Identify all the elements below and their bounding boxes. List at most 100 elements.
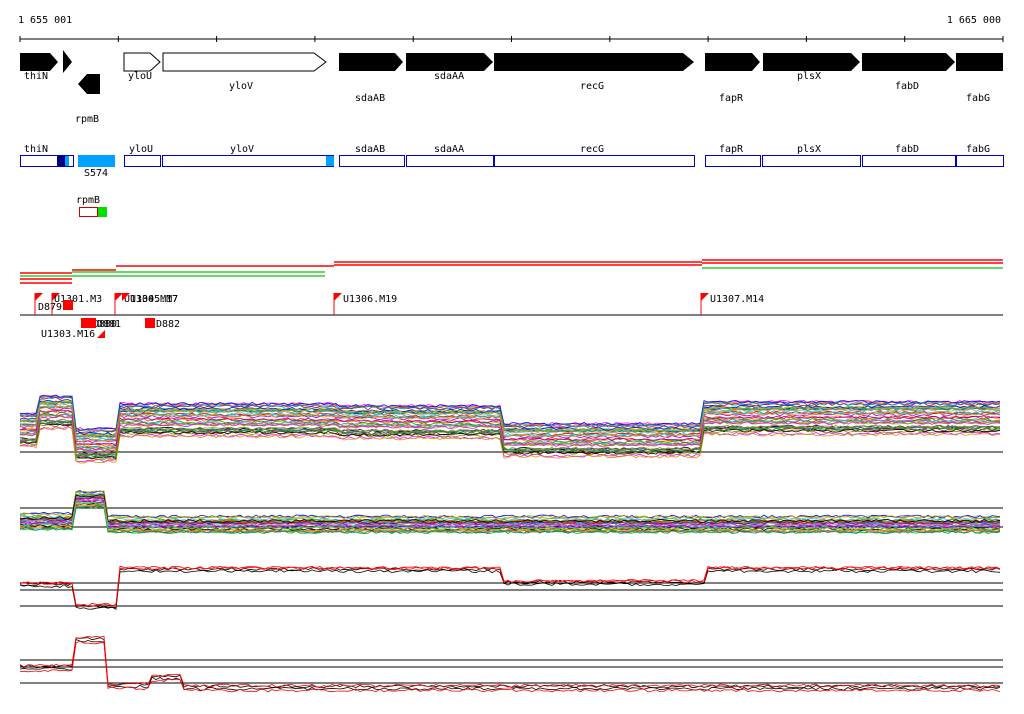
svg-text:U1303.M16: U1303.M16 <box>41 329 95 340</box>
expression-profile-line <box>19 504 1001 534</box>
gene-label-fabg: fabG <box>966 93 990 104</box>
gene-box-fabg[interactable] <box>956 155 1004 167</box>
svg-text:U1304.M17: U1304.M17 <box>124 294 178 305</box>
gene-label-fabd: fabD <box>895 81 919 92</box>
marker-u1303-m16[interactable]: U1303.M16 <box>41 329 105 340</box>
gene-arrow-small[interactable] <box>63 50 72 73</box>
gene-box-plsx[interactable] <box>762 155 861 167</box>
gene-box-sdaaa[interactable] <box>406 155 494 167</box>
marker-u1307-m14[interactable]: U1307.M14 <box>700 293 764 315</box>
box-label-fabg: fabG <box>966 144 990 155</box>
expression-profile-line <box>19 401 1001 438</box>
svg-text:D881: D881 <box>97 319 121 330</box>
expression-profile-line <box>19 494 1001 523</box>
marker-d880[interactable]: D880 <box>81 318 117 330</box>
svg-text:U1301.M3: U1301.M3 <box>54 294 102 305</box>
expression-profile-line <box>19 418 1001 456</box>
expression-track-3 <box>19 565 1003 610</box>
gene-label-plsx: plsX <box>797 71 821 82</box>
gene-box-fapr[interactable] <box>705 155 761 167</box>
expression-summary-line <box>19 640 1001 693</box>
expression-profile-line <box>19 496 1001 526</box>
box-label-thin: thiN <box>24 144 48 155</box>
gene-box-ylou[interactable] <box>124 155 161 167</box>
rpmb-feature-box[interactable] <box>79 207 98 217</box>
gene-arrow-ylou[interactable] <box>123 52 161 72</box>
expression-profile-line <box>19 394 1001 431</box>
expression-profile-line <box>19 399 1001 436</box>
gene-arrow-fabg[interactable] <box>956 53 1003 71</box>
gene-label-ylou: yloU <box>128 71 152 82</box>
gene-arrow-rpmb[interactable] <box>78 74 100 94</box>
box-label-sdaab: sdaAB <box>355 144 385 155</box>
box-label-plsx: plsX <box>797 144 821 155</box>
svg-text:D879: D879 <box>38 302 62 313</box>
marker-u1301-m3[interactable]: U1301.M3 <box>51 293 102 315</box>
gene-arrow-sdaab[interactable] <box>339 53 403 71</box>
transcript-lines <box>20 259 1003 284</box>
expression-summary-line <box>19 566 1001 608</box>
expression-profile-line <box>20 498 1001 528</box>
marker-u1305-m7[interactable]: U1305.M7 <box>122 293 178 305</box>
gene-arrow-recg[interactable] <box>494 53 694 71</box>
gene-label-thin: thiN <box>24 71 48 82</box>
expression-profile-line <box>19 413 1000 450</box>
marker-d879[interactable]: D879 <box>34 293 62 315</box>
gene-box-sdaab[interactable] <box>339 155 405 167</box>
gene-arrow-plsx[interactable] <box>763 53 860 71</box>
expression-profile-line <box>19 421 1001 458</box>
box-label-ylov: yloV <box>230 144 254 155</box>
gene-box-ylov-end <box>326 156 334 166</box>
gene-arrow-ylov[interactable] <box>162 52 327 72</box>
start-coordinate: 1 655 001 <box>18 15 72 26</box>
expression-profile-line <box>19 492 1001 522</box>
box-label-fabd: fabD <box>895 144 919 155</box>
gene-box-thin[interactable] <box>20 155 74 167</box>
expression-profile-line <box>19 498 1001 527</box>
expression-summary-line <box>19 567 1001 609</box>
box-label-sdaaa: sdaAA <box>434 144 464 155</box>
svg-text:D882: D882 <box>156 319 180 330</box>
rpmb-feature-track: rpmB <box>76 195 107 217</box>
rpmb-feature-label: rpmB <box>76 195 100 206</box>
svg-text:U1305.M7: U1305.M7 <box>130 294 178 305</box>
expression-profile-line <box>19 495 1001 524</box>
marker-u1306-m19[interactable]: U1306.M19 <box>333 293 397 315</box>
expression-profile-line <box>19 490 1001 520</box>
expression-profile-line <box>19 490 1001 519</box>
gene-arrow-fabd[interactable] <box>862 53 955 71</box>
gene-box-thin-mark-light <box>65 156 69 166</box>
gene-arrow-fapr[interactable] <box>705 53 760 71</box>
gene-box-fabd[interactable] <box>862 155 956 167</box>
gene-arrow-sdaaa[interactable] <box>406 53 493 71</box>
box-label-fapr: fapR <box>719 144 744 155</box>
expression-profile-line <box>19 419 1001 457</box>
gene-arrows-track: thiN rpmB yloU yloV sdaAB sdaAA recG fap… <box>20 50 1003 125</box>
expression-summary-line <box>19 637 1001 689</box>
expression-profile-line <box>19 501 1001 531</box>
end-coordinate: 1 665 000 <box>947 15 1001 26</box>
marker-d881[interactable]: D881 <box>88 318 121 330</box>
expression-profile-line <box>19 396 1001 433</box>
expression-profile-line <box>19 426 1001 464</box>
gene-label-fapr: fapR <box>719 93 744 104</box>
svg-text:U1307.M14: U1307.M14 <box>710 294 764 305</box>
gene-boxes-track: thiN yloU yloV sdaAB sdaAA recG fapR pls… <box>20 144 1004 179</box>
marker-block-a <box>63 300 73 310</box>
expression-profile-line <box>19 405 1001 443</box>
feature-box-s574[interactable] <box>78 155 115 167</box>
expression-summary-line <box>19 635 1001 688</box>
gene-box-ylov[interactable] <box>162 155 334 167</box>
expression-summary-line <box>19 565 1001 607</box>
expression-profile-line <box>19 409 1001 447</box>
coordinate-ruler: 1 655 001 1 665 000 <box>18 15 1004 42</box>
gene-arrow-thin[interactable] <box>20 53 58 71</box>
gene-label-sdaab: sdaAB <box>355 93 385 104</box>
expression-track-2 <box>19 490 1003 535</box>
marker-u1304-m17[interactable]: U1304.M17 <box>114 293 178 315</box>
gene-box-recg[interactable] <box>494 155 695 167</box>
expression-track-1 <box>19 394 1003 464</box>
expression-summary-line <box>19 569 1001 610</box>
marker-d882[interactable]: D882 <box>145 318 180 330</box>
